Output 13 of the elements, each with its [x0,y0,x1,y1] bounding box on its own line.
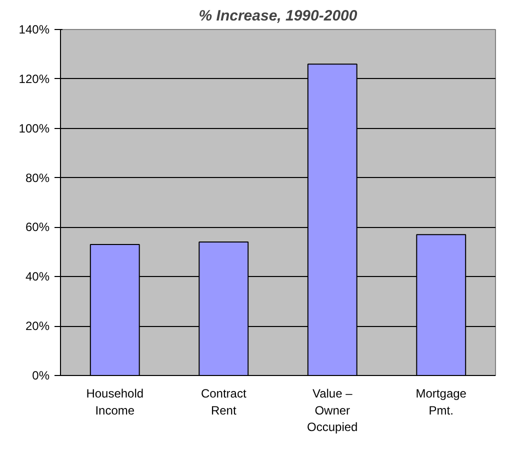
y-tick-label: 0% [32,368,50,382]
x-tick-label: Household Income [86,386,144,418]
x-tick-label: Mortgage Pmt. [416,386,467,418]
y-tick-label: 20% [25,319,50,334]
y-tick-label: 100% [18,121,50,136]
y-tick-label: 120% [18,72,50,86]
chart-title: % Increase, 1990-2000 [198,8,358,24]
x-tick-label: Value – Owner Occupied [307,386,358,434]
x-tick-label: Contract Rent [200,386,247,418]
y-tick-label: 140% [18,22,50,36]
y-tick-label: 60% [25,220,50,234]
y-tick-label: 40% [25,270,50,284]
y-tick-label: 80% [25,170,50,185]
